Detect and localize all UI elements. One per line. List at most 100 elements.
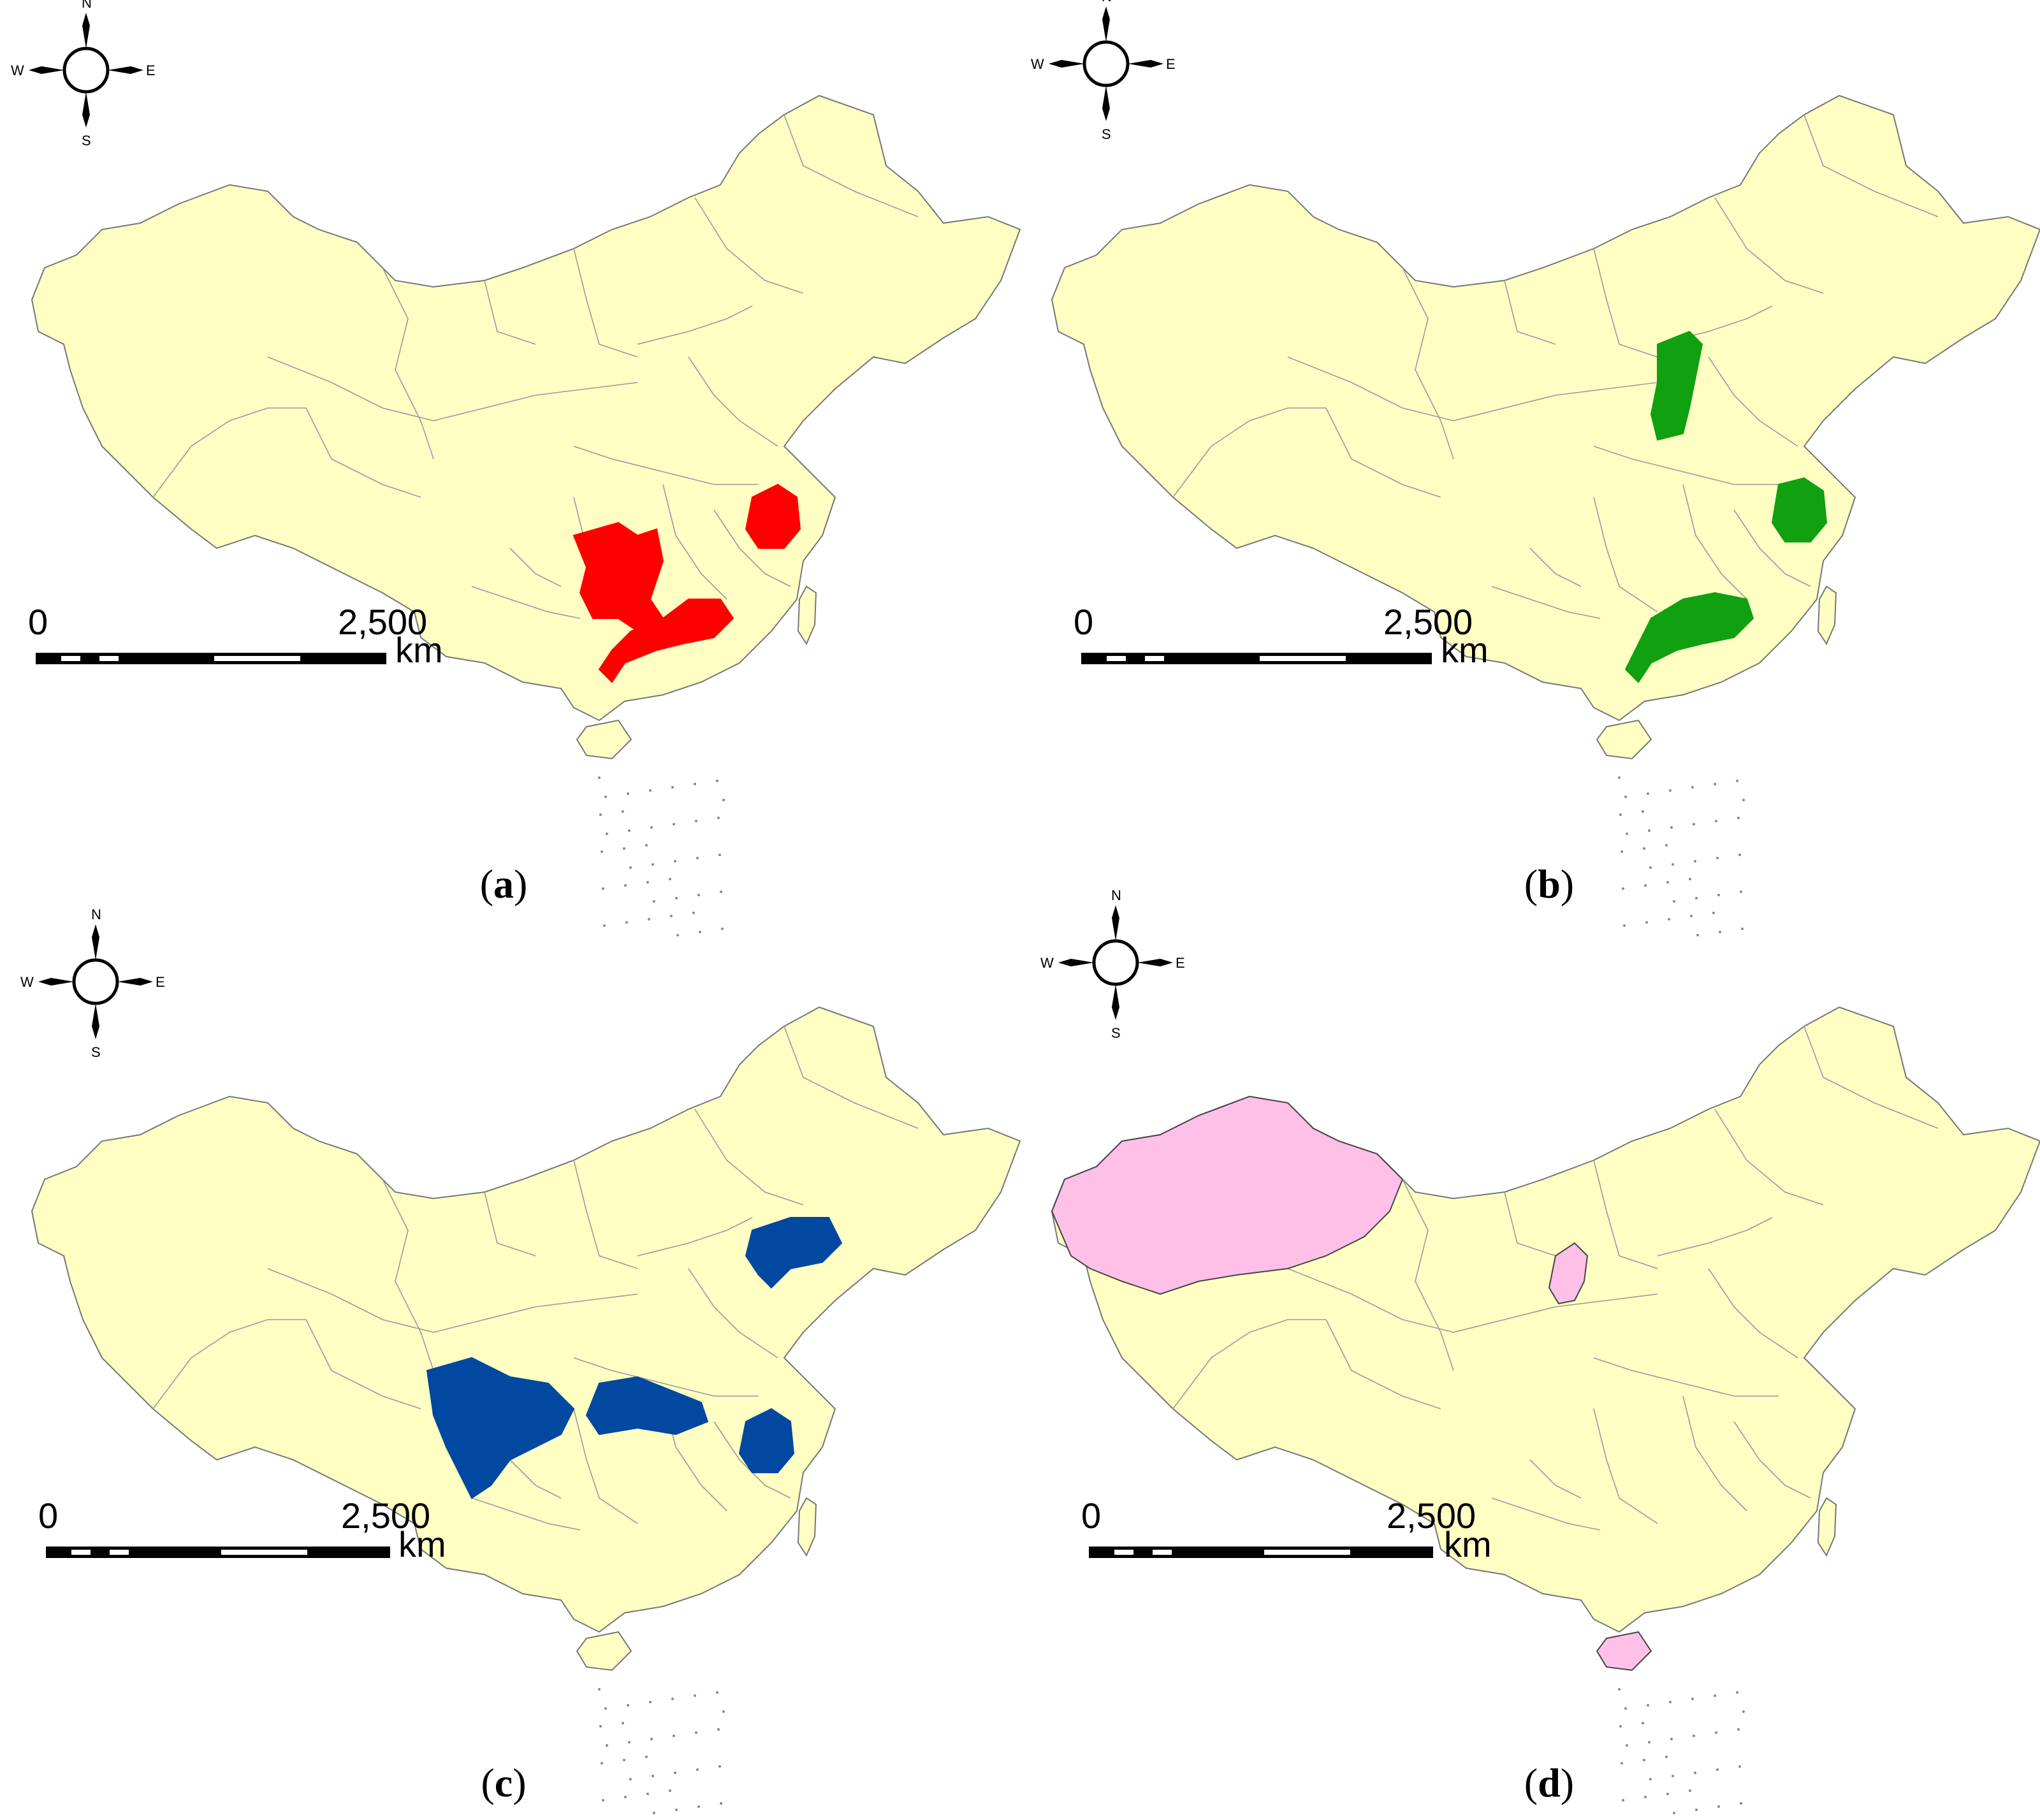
- province-border-line: [484, 1191, 536, 1256]
- province-sichuan: [426, 1357, 575, 1499]
- province-border-line: [1504, 280, 1556, 345]
- island-dot: [628, 1741, 630, 1744]
- province-border-line: [1593, 1160, 1658, 1269]
- scale-distance-label: 2,500: [1383, 602, 1473, 642]
- scale-bar-graphic: [1081, 653, 1432, 664]
- compass-n: N: [1102, 0, 1112, 4]
- map-panel-d: N S E W 0 2,500 km (d): [1020, 887, 2040, 1817]
- island-dot: [717, 1728, 720, 1731]
- compass-n: N: [1111, 887, 1121, 903]
- compass-n: N: [82, 0, 92, 11]
- island-dot: [1696, 934, 1699, 936]
- island-dot: [675, 897, 678, 899]
- compass-w: W: [1031, 56, 1044, 72]
- province-border-line: [783, 114, 919, 217]
- compass-s: S: [82, 133, 91, 149]
- island-dot: [627, 792, 629, 795]
- province-border-line: [509, 1459, 562, 1499]
- province-border-line: [1529, 548, 1582, 587]
- province-border-line: [1682, 484, 1747, 600]
- island-dot: [601, 1762, 603, 1765]
- panel-caption: (a): [479, 861, 528, 906]
- panel-caption: (c): [481, 1760, 527, 1805]
- island-dot: [625, 921, 628, 924]
- island-dot: [692, 912, 695, 914]
- province-border-line: [688, 1268, 778, 1358]
- china-map: N S E W: [20, 906, 1021, 1814]
- island-dot: [598, 776, 601, 779]
- scale-distance-label: 2,500: [341, 1496, 431, 1536]
- province-border-line: [637, 305, 753, 345]
- island-dot: [1689, 878, 1691, 880]
- china-landmass: [31, 1007, 1021, 1633]
- province-border-line: [694, 197, 804, 294]
- island-dot: [671, 1698, 674, 1700]
- island-dot: [622, 1722, 624, 1724]
- island-dot: [1719, 931, 1721, 933]
- province-zhejiang: [1771, 477, 1828, 542]
- island-dot: [1672, 863, 1674, 866]
- map-panel-c: N S E W 0 2,500 km (c): [0, 906, 1021, 1817]
- scale-bar-graphic: [46, 1547, 390, 1558]
- scale-unit-label: km: [1444, 1524, 1492, 1564]
- scale-zero-label: 0: [38, 1496, 59, 1536]
- island-dot: [1737, 1728, 1740, 1731]
- compass-s: S: [91, 1044, 101, 1060]
- island-dot: [1647, 1704, 1649, 1707]
- province-border-line: [1325, 407, 1441, 498]
- island-dot: [1644, 884, 1647, 887]
- province-border-line: [509, 548, 562, 587]
- island-dot: [629, 866, 632, 869]
- island-dot: [1648, 829, 1650, 832]
- island-dot: [718, 854, 721, 856]
- island-dot: [716, 780, 718, 782]
- scale-bar-graphic: [36, 653, 386, 664]
- island-dot: [1644, 1796, 1647, 1798]
- compass: N S E W: [1031, 0, 1176, 142]
- island-dot: [1669, 789, 1672, 792]
- island-dot: [1649, 1778, 1652, 1780]
- island-dot: [694, 783, 696, 785]
- taiwan-island: [798, 1497, 817, 1556]
- island-dot: [606, 1744, 608, 1747]
- province-border-line: [573, 1408, 638, 1524]
- province-border-line: [1402, 267, 1454, 460]
- island-dot: [645, 1756, 648, 1758]
- island-dot: [1742, 799, 1745, 801]
- china-landmass: [1051, 1007, 2040, 1633]
- island-dot: [1714, 783, 1716, 785]
- scale-zero-label: 0: [28, 602, 48, 642]
- island-dot: [653, 900, 655, 903]
- island-dot: [718, 1765, 721, 1768]
- island-dot: [603, 924, 606, 927]
- island-dot: [1738, 854, 1741, 856]
- island-dot: [1694, 860, 1696, 863]
- scale-unit-label: km: [1441, 630, 1489, 670]
- island-dot: [1669, 1701, 1672, 1703]
- compass-e: E: [146, 62, 156, 78]
- island-dot: [697, 894, 700, 896]
- island-dot: [676, 934, 679, 936]
- island-dot: [720, 1802, 722, 1805]
- island-dot: [1649, 866, 1652, 869]
- panel-caption: (b): [1524, 861, 1575, 906]
- province-border-line: [1593, 1357, 1779, 1397]
- island-dot: [696, 1768, 699, 1771]
- china-map: N S E W: [1031, 0, 2040, 936]
- island-dot: [599, 1725, 602, 1728]
- island-dot: [1665, 1756, 1668, 1758]
- island-dot: [1673, 900, 1675, 903]
- island-dot: [1643, 847, 1645, 850]
- island-dot: [1691, 1698, 1694, 1700]
- island-dot: [1647, 792, 1649, 795]
- island-dot: [722, 1710, 725, 1713]
- scale-zero-label: 0: [1081, 1496, 1102, 1536]
- compass-e: E: [1166, 56, 1176, 72]
- province-border-line: [1803, 1026, 1939, 1129]
- province-border-line: [1491, 586, 1601, 619]
- province-border-line: [1657, 1217, 1773, 1256]
- highlighted-provinces: [426, 1217, 843, 1499]
- island-dot: [1691, 786, 1694, 789]
- island-dot: [674, 860, 676, 863]
- province-border-line: [573, 248, 638, 358]
